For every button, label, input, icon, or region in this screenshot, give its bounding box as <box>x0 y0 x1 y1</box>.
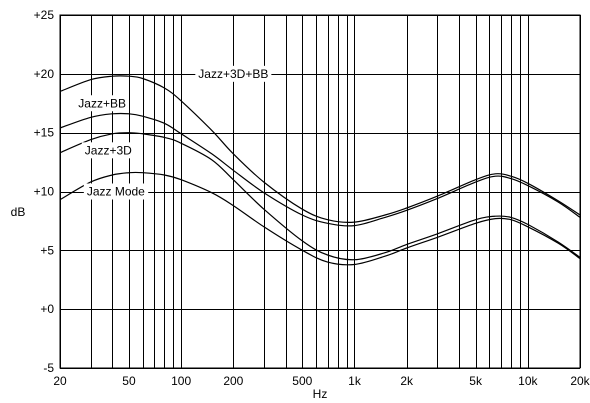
x-tick-label: 1k <box>348 374 362 388</box>
y-tick-label: +15 <box>34 126 55 140</box>
x-tick-label: 10k <box>518 374 538 388</box>
series-label: Jazz+3D <box>85 143 132 157</box>
y-tick-label: +20 <box>34 67 55 81</box>
y-tick-label: +25 <box>34 8 55 22</box>
x-tick-label: 50 <box>122 374 136 388</box>
series-label-background <box>75 95 129 112</box>
series-curves <box>59 75 581 266</box>
y-tick-label: +0 <box>40 302 54 316</box>
y-axis-ticks: +25 +20 +15 +10 +5 +0 -5 <box>34 8 55 375</box>
x-tick-label: 200 <box>223 374 243 388</box>
x-axis-label: Hz <box>313 387 328 401</box>
x-tick-label: 100 <box>171 374 191 388</box>
series-line <box>59 171 581 266</box>
y-tick-label: -5 <box>43 361 54 375</box>
y-axis-label: dB <box>11 205 26 219</box>
series-label: Jazz+3D+BB <box>198 67 268 81</box>
x-tick-label: 2k <box>400 374 414 388</box>
x-axis-ticks: 20 50 100 200 500 1k 2k 5k 10k 20k <box>53 374 590 388</box>
grid <box>60 15 581 369</box>
x-tick-label: 500 <box>292 374 312 388</box>
series-label-background <box>83 183 149 200</box>
series-line <box>59 112 581 227</box>
series-label-background <box>81 142 136 159</box>
series-line <box>59 75 581 223</box>
x-tick-label: 20 <box>53 374 67 388</box>
series-label-background <box>195 65 272 82</box>
series-labels: Jazz+3D+BB Jazz+BB Jazz+3D Jazz Mode <box>75 65 272 200</box>
series-line <box>59 132 581 261</box>
plot-frame <box>59 14 581 369</box>
y-tick-label: +5 <box>40 243 54 257</box>
x-tick-label: 20k <box>570 374 590 388</box>
series-label: Jazz Mode <box>87 185 145 199</box>
x-tick-label: 5k <box>469 374 483 388</box>
series-label: Jazz+BB <box>78 96 126 110</box>
y-tick-label: +10 <box>34 185 55 199</box>
